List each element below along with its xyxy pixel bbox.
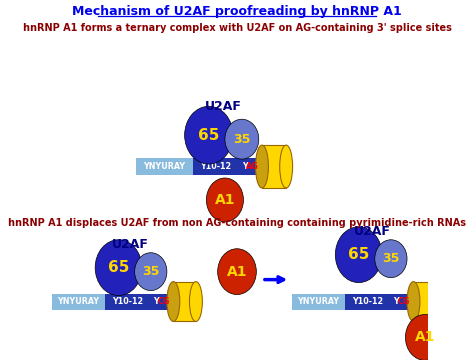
Ellipse shape xyxy=(167,282,180,321)
Text: Y: Y xyxy=(242,162,247,171)
FancyBboxPatch shape xyxy=(292,293,345,309)
Ellipse shape xyxy=(95,240,142,296)
Text: Y10-12: Y10-12 xyxy=(112,297,143,306)
Ellipse shape xyxy=(280,145,292,188)
Text: hnRNP A1 displaces U2AF from non AG-containing containing pyrimidine-rich RNAs: hnRNP A1 displaces U2AF from non AG-cont… xyxy=(8,218,466,228)
FancyBboxPatch shape xyxy=(239,158,262,175)
Ellipse shape xyxy=(135,253,167,291)
Ellipse shape xyxy=(190,282,202,321)
Text: Y10-12: Y10-12 xyxy=(352,297,383,306)
FancyBboxPatch shape xyxy=(136,158,192,175)
Text: 35: 35 xyxy=(142,265,159,278)
Text: hnRNP A1 forms a ternary complex with U2AF on AG-containing 3' splice sites: hnRNP A1 forms a ternary complex with U2… xyxy=(23,23,451,32)
Text: A1: A1 xyxy=(227,265,247,279)
Ellipse shape xyxy=(255,145,268,188)
FancyBboxPatch shape xyxy=(105,293,151,309)
Ellipse shape xyxy=(407,282,420,321)
Text: AG: AG xyxy=(246,162,259,171)
Text: U2AF: U2AF xyxy=(112,238,149,251)
FancyBboxPatch shape xyxy=(192,158,239,175)
Text: YNYURAY: YNYURAY xyxy=(57,297,100,306)
Ellipse shape xyxy=(375,240,407,278)
Text: 65: 65 xyxy=(108,260,129,275)
FancyBboxPatch shape xyxy=(173,282,196,321)
FancyBboxPatch shape xyxy=(262,145,286,188)
Text: YNYURAY: YNYURAY xyxy=(297,297,339,306)
Text: CG: CG xyxy=(398,297,410,306)
Text: 35: 35 xyxy=(382,252,400,265)
Text: Y10-12: Y10-12 xyxy=(201,162,232,171)
Text: A1: A1 xyxy=(215,193,235,207)
Text: U2AF: U2AF xyxy=(205,100,242,113)
FancyBboxPatch shape xyxy=(345,293,391,309)
Ellipse shape xyxy=(184,106,233,164)
Text: Mechanism of U2AF proofreading by hnRNP A1: Mechanism of U2AF proofreading by hnRNP … xyxy=(72,5,402,18)
FancyBboxPatch shape xyxy=(413,282,436,321)
FancyBboxPatch shape xyxy=(151,293,173,309)
Ellipse shape xyxy=(206,178,244,222)
Text: CG: CG xyxy=(157,297,170,306)
Ellipse shape xyxy=(225,119,259,159)
Ellipse shape xyxy=(405,314,444,360)
Text: A1: A1 xyxy=(414,330,435,344)
Ellipse shape xyxy=(429,282,443,321)
Ellipse shape xyxy=(218,249,256,295)
Ellipse shape xyxy=(335,227,382,283)
Text: U2AF: U2AF xyxy=(354,225,391,238)
Text: YNYURAY: YNYURAY xyxy=(144,162,185,171)
FancyBboxPatch shape xyxy=(391,293,413,309)
Text: Y: Y xyxy=(153,297,159,306)
Text: 35: 35 xyxy=(233,132,251,145)
FancyBboxPatch shape xyxy=(52,293,105,309)
Text: 65: 65 xyxy=(348,247,369,262)
Text: Y: Y xyxy=(393,297,399,306)
Text: 65: 65 xyxy=(198,128,219,143)
